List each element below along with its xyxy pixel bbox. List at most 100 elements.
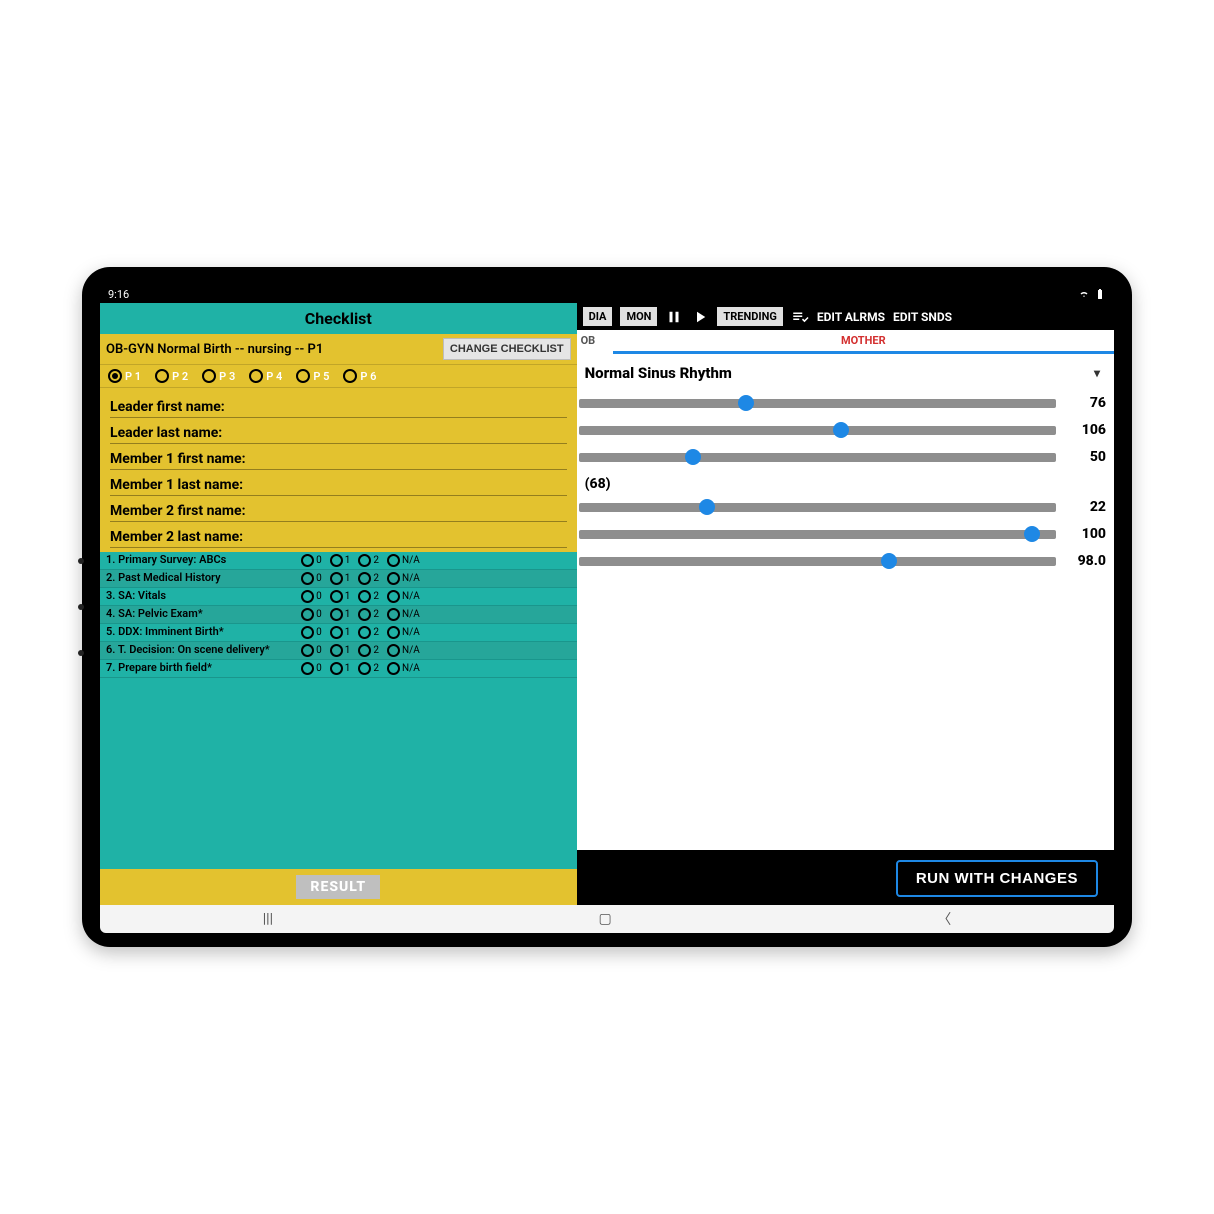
p-tab-2[interactable]: P 2: [155, 369, 188, 383]
option-label: N/A: [402, 645, 420, 656]
tab-mother[interactable]: MOTHER: [613, 330, 1114, 354]
status-time: 9:16: [108, 288, 129, 301]
score-option-0[interactable]: 0: [301, 554, 322, 567]
slider-track[interactable]: [579, 399, 1056, 408]
slider-track[interactable]: [579, 426, 1056, 435]
name-field-5[interactable]: Member 2 last name:: [110, 522, 567, 548]
score-option-0[interactable]: 0: [301, 572, 322, 585]
slider-thumb[interactable]: [881, 553, 897, 569]
score-option-N/A[interactable]: N/A: [387, 662, 420, 675]
p-tab-6[interactable]: P 6: [343, 369, 376, 383]
option-label: 2: [373, 591, 379, 602]
mon-button[interactable]: MON: [620, 307, 657, 326]
checklist-item: 4. SA: Pelvic Exam*012N/A: [100, 606, 577, 624]
slider-value: 50: [1056, 449, 1106, 465]
score-option-1[interactable]: 1: [330, 572, 351, 585]
radio-icon: [330, 608, 343, 621]
nav-back-icon[interactable]: 〈: [937, 909, 951, 929]
score-option-N/A[interactable]: N/A: [387, 572, 420, 585]
checklist-item: 1. Primary Survey: ABCs012N/A: [100, 552, 577, 570]
slider-thumb[interactable]: [833, 422, 849, 438]
slider-track[interactable]: [579, 557, 1056, 566]
radio-icon: [358, 572, 371, 585]
rhythm-dropdown[interactable]: Normal Sinus Rhythm ▾: [579, 362, 1106, 390]
radio-icon: [358, 608, 371, 621]
radio-icon: [330, 644, 343, 657]
nav-home-icon[interactable]: ▢: [599, 911, 612, 927]
radio-icon: [296, 369, 310, 383]
p-tab-3[interactable]: P 3: [202, 369, 235, 383]
p-tab-label: P 3: [219, 370, 235, 383]
name-field-4[interactable]: Member 2 first name:: [110, 496, 567, 522]
score-option-2[interactable]: 2: [358, 608, 379, 621]
radio-icon: [387, 662, 400, 675]
p-tab-4[interactable]: P 4: [249, 369, 282, 383]
item-options: 012 N/A: [301, 608, 420, 621]
score-option-0[interactable]: 0: [301, 590, 322, 603]
score-option-2[interactable]: 2: [358, 626, 379, 639]
edit-alarms-button[interactable]: EDIT ALRMS: [817, 310, 885, 324]
score-option-1[interactable]: 1: [330, 590, 351, 603]
option-label: 1: [345, 627, 351, 638]
right-footer: RUN WITH CHANGES: [577, 850, 1114, 905]
name-field-3[interactable]: Member 1 last name:: [110, 470, 567, 496]
p-tab-1[interactable]: P 1: [108, 369, 141, 383]
pause-icon[interactable]: [665, 308, 683, 326]
option-label: N/A: [402, 609, 420, 620]
name-fields: Leader first name:Leader last name:Membe…: [100, 388, 577, 552]
score-option-N/A[interactable]: N/A: [387, 590, 420, 603]
score-option-1[interactable]: 1: [330, 608, 351, 621]
name-field-1[interactable]: Leader last name:: [110, 418, 567, 444]
score-option-1[interactable]: 1: [330, 626, 351, 639]
score-option-2[interactable]: 2: [358, 662, 379, 675]
score-option-N/A[interactable]: N/A: [387, 626, 420, 639]
slider-thumb[interactable]: [1024, 526, 1040, 542]
slider-track[interactable]: [579, 453, 1056, 462]
slider-thumb[interactable]: [738, 395, 754, 411]
name-field-2[interactable]: Member 1 first name:: [110, 444, 567, 470]
change-checklist-button[interactable]: CHANGE CHECKLIST: [443, 338, 571, 360]
option-label: 1: [345, 573, 351, 584]
screen: 9:16 Checklist OB-GYN Normal Birth -- nu…: [100, 285, 1114, 933]
run-with-changes-button[interactable]: RUN WITH CHANGES: [896, 860, 1098, 897]
tab-ob[interactable]: OB: [577, 330, 613, 354]
result-button[interactable]: RESULT: [296, 875, 380, 899]
radio-icon: [358, 644, 371, 657]
battery-icon: [1094, 288, 1106, 300]
p-tab-5[interactable]: P 5: [296, 369, 329, 383]
name-field-0[interactable]: Leader first name:: [110, 392, 567, 418]
edit-sounds-button[interactable]: EDIT SNDS: [893, 310, 952, 324]
checklist-item: 3. SA: Vitals012N/A: [100, 588, 577, 606]
score-option-2[interactable]: 2: [358, 554, 379, 567]
playlist-check-icon[interactable]: [791, 308, 809, 326]
score-option-N/A[interactable]: N/A: [387, 644, 420, 657]
score-option-0[interactable]: 0: [301, 608, 322, 621]
score-option-0[interactable]: 0: [301, 626, 322, 639]
option-label: 2: [373, 555, 379, 566]
score-option-0[interactable]: 0: [301, 662, 322, 675]
radio-icon: [330, 590, 343, 603]
score-option-1[interactable]: 1: [330, 662, 351, 675]
slider-thumb[interactable]: [685, 449, 701, 465]
slider-track[interactable]: [579, 530, 1056, 539]
score-option-N/A[interactable]: N/A: [387, 554, 420, 567]
slider-thumb[interactable]: [699, 499, 715, 515]
android-nav-bar: ||| ▢ 〈: [100, 905, 1114, 933]
score-option-2[interactable]: 2: [358, 572, 379, 585]
radio-icon: [249, 369, 263, 383]
play-icon[interactable]: [691, 308, 709, 326]
score-option-1[interactable]: 1: [330, 554, 351, 567]
slider-track[interactable]: [579, 503, 1056, 512]
vital-slider-5: 98.0: [579, 553, 1106, 569]
wifi-icon: [1078, 288, 1090, 300]
radio-icon: [387, 590, 400, 603]
score-option-0[interactable]: 0: [301, 644, 322, 657]
dia-button[interactable]: DIA: [583, 307, 613, 326]
trending-button[interactable]: TRENDING: [717, 307, 782, 326]
score-option-N/A[interactable]: N/A: [387, 608, 420, 621]
item-options: 01 2 N/A: [301, 554, 420, 567]
score-option-1[interactable]: 1: [330, 644, 351, 657]
nav-recent-icon[interactable]: |||: [263, 911, 273, 927]
score-option-2[interactable]: 2: [358, 590, 379, 603]
score-option-2[interactable]: 2: [358, 644, 379, 657]
